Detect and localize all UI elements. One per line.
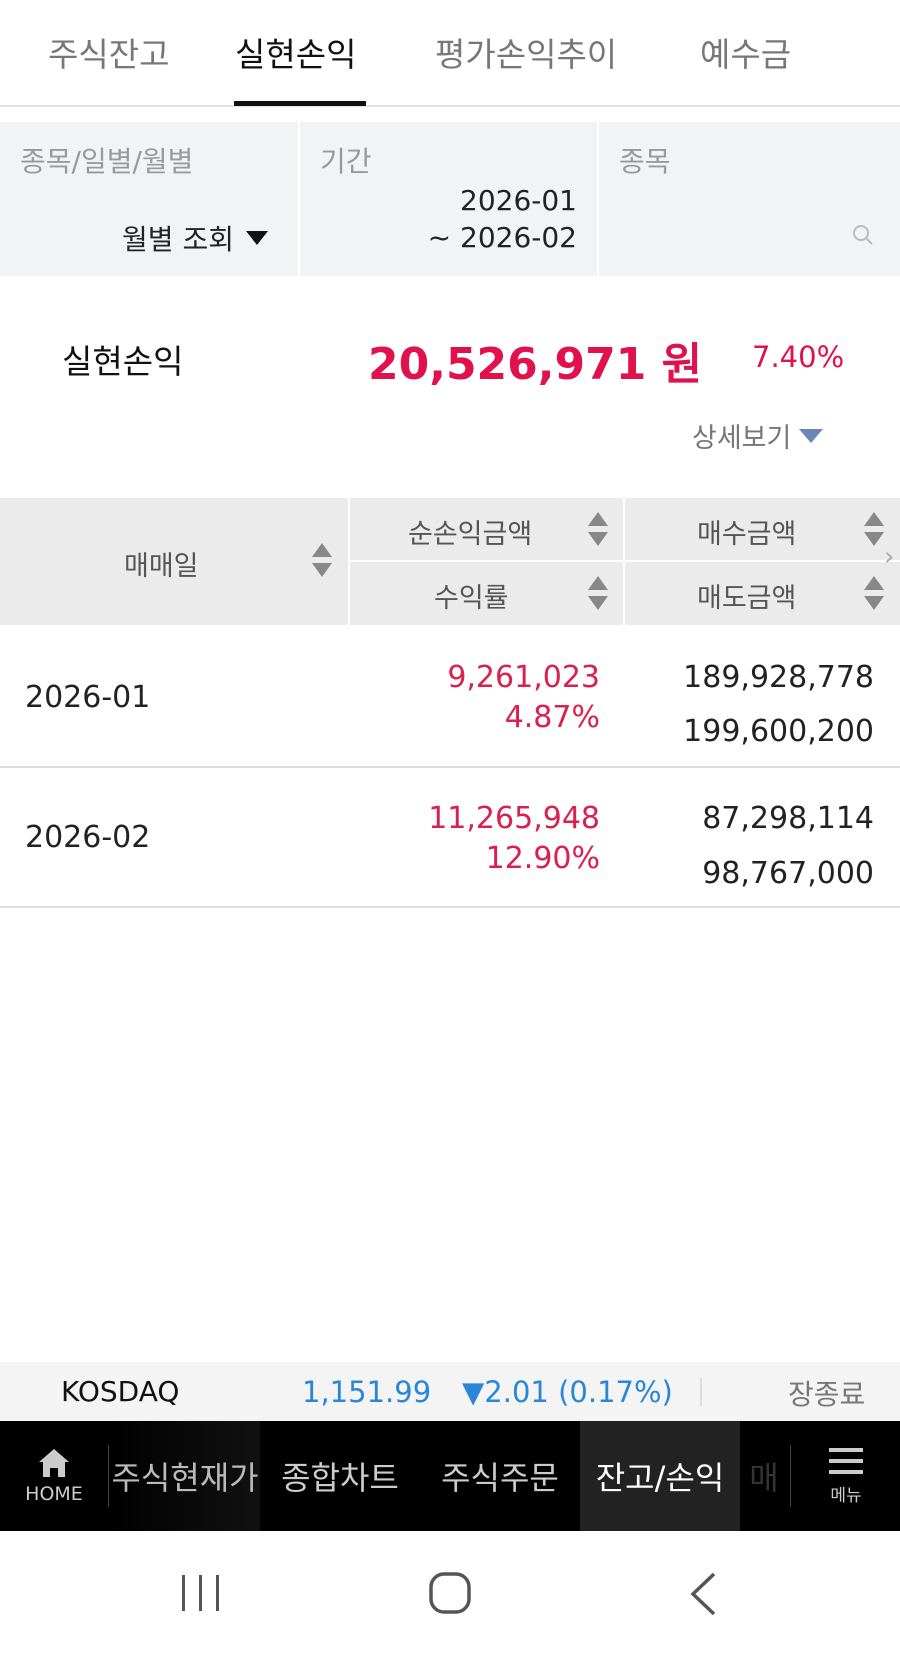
sort-icon[interactable] <box>864 512 884 550</box>
row-date: 2026-02 <box>25 820 151 855</box>
caret-down-icon <box>246 231 268 245</box>
market-status: 장종료 <box>788 1378 866 1411</box>
view-type-select[interactable]: 종목/일별/월별 월별 조회 <box>0 122 300 276</box>
row-net-profit: 11,265,948 <box>428 801 600 836</box>
sort-icon[interactable] <box>588 512 608 550</box>
stock-search-field[interactable]: 종목 <box>599 122 900 276</box>
hamburger-menu-icon <box>829 1447 863 1474</box>
filter-panel: 종목/일별/월별 월별 조회 기간 2026-01 ~ 2026-02 종목 <box>0 122 900 276</box>
sort-icon[interactable] <box>588 576 608 614</box>
sort-icon[interactable] <box>312 543 332 581</box>
view-type-label: 종목/일별/월별 <box>20 145 194 178</box>
period-from: 2026-01 <box>460 184 577 217</box>
nav-item[interactable]: 주식현재가 <box>110 1421 260 1531</box>
home-label: HOME <box>25 1483 83 1505</box>
period-to: ~ 2026-02 <box>427 221 577 254</box>
period-label: 기간 <box>320 145 372 178</box>
caret-down-icon <box>799 428 824 443</box>
nav-home[interactable]: HOME <box>0 1421 108 1531</box>
menu-label: 메뉴 <box>830 1485 862 1506</box>
row-sell-amount: 199,600,200 <box>683 714 874 749</box>
header-net-profit[interactable]: 순손익금액 <box>408 519 533 550</box>
row-buy-amount: 189,928,778 <box>683 660 874 695</box>
tab-bar: 주식잔고 실현손익 평가손익추이 예수금 <box>0 0 900 107</box>
header-rate[interactable]: 수익률 <box>434 583 509 614</box>
realized-pnl-rate: 7.40% <box>752 340 845 374</box>
ticker-value: 1,151.99 <box>302 1375 432 1409</box>
tab-stock-balance[interactable]: 주식잔고 <box>48 35 170 74</box>
search-icon[interactable] <box>852 224 874 246</box>
bottom-nav: HOME 주식현재가 종합차트 주식주문 잔고/손익 매 메뉴 <box>0 1421 900 1531</box>
table-row[interactable]: 2026-01 9,261,023 4.87% 189,928,778 199,… <box>0 625 900 768</box>
recent-apps-icon[interactable] <box>180 1573 222 1613</box>
scroll-right-chevron-icon[interactable]: › <box>884 542 895 572</box>
ticker-change: ▼2.01 (0.17%) <box>462 1375 673 1409</box>
header-sell-amount[interactable]: 매도금액 <box>697 583 797 614</box>
row-rate: 12.90% <box>485 841 600 876</box>
row-sell-amount: 98,767,000 <box>702 856 874 891</box>
view-type-value: 월별 조회 <box>122 223 234 256</box>
row-buy-amount: 87,298,114 <box>702 801 874 836</box>
sort-icon[interactable] <box>864 576 884 614</box>
table-header: 매매일 순손익금액 수익률 매수금액 매도금액 › <box>0 498 900 625</box>
detail-label: 상세보기 <box>692 423 792 454</box>
home-icon <box>39 1449 69 1477</box>
nav-menu[interactable]: 메뉴 <box>792 1421 900 1531</box>
nav-item[interactable]: 주식주문 <box>441 1459 559 1497</box>
tab-deposit[interactable]: 예수금 <box>700 35 792 74</box>
system-nav-bar <box>0 1531 900 1658</box>
home-system-icon[interactable] <box>428 1571 472 1615</box>
back-icon[interactable] <box>688 1571 718 1617</box>
row-rate: 4.87% <box>504 700 600 735</box>
active-tab-indicator <box>234 101 366 106</box>
ticker-name: KOSDAQ <box>61 1375 180 1408</box>
table-row[interactable]: 2026-02 11,265,948 12.90% 87,298,114 98,… <box>0 768 900 908</box>
header-buy-amount[interactable]: 매수금액 <box>697 519 797 550</box>
summary-label: 실현손익 <box>62 342 184 381</box>
nav-item[interactable]: 매 <box>749 1459 779 1497</box>
nav-item[interactable]: 종합차트 <box>281 1459 399 1497</box>
tab-valuation-trend[interactable]: 평가손익추이 <box>435 35 618 74</box>
period-select[interactable]: 기간 2026-01 ~ 2026-02 <box>300 122 599 276</box>
header-date[interactable]: 매매일 <box>124 551 199 582</box>
realized-pnl-amount: 20,526,971 원 <box>368 339 703 390</box>
detail-toggle[interactable]: 상세보기 <box>692 416 824 455</box>
row-net-profit: 9,261,023 <box>447 660 600 695</box>
nav-item-active[interactable]: 잔고/손익 <box>580 1421 740 1531</box>
row-date: 2026-01 <box>25 680 151 715</box>
tab-realized-pnl[interactable]: 실현손익 <box>235 35 357 74</box>
stock-label: 종목 <box>619 145 671 178</box>
market-ticker[interactable]: KOSDAQ 1,151.99 ▼2.01 (0.17%) 장종료 <box>0 1362 900 1421</box>
